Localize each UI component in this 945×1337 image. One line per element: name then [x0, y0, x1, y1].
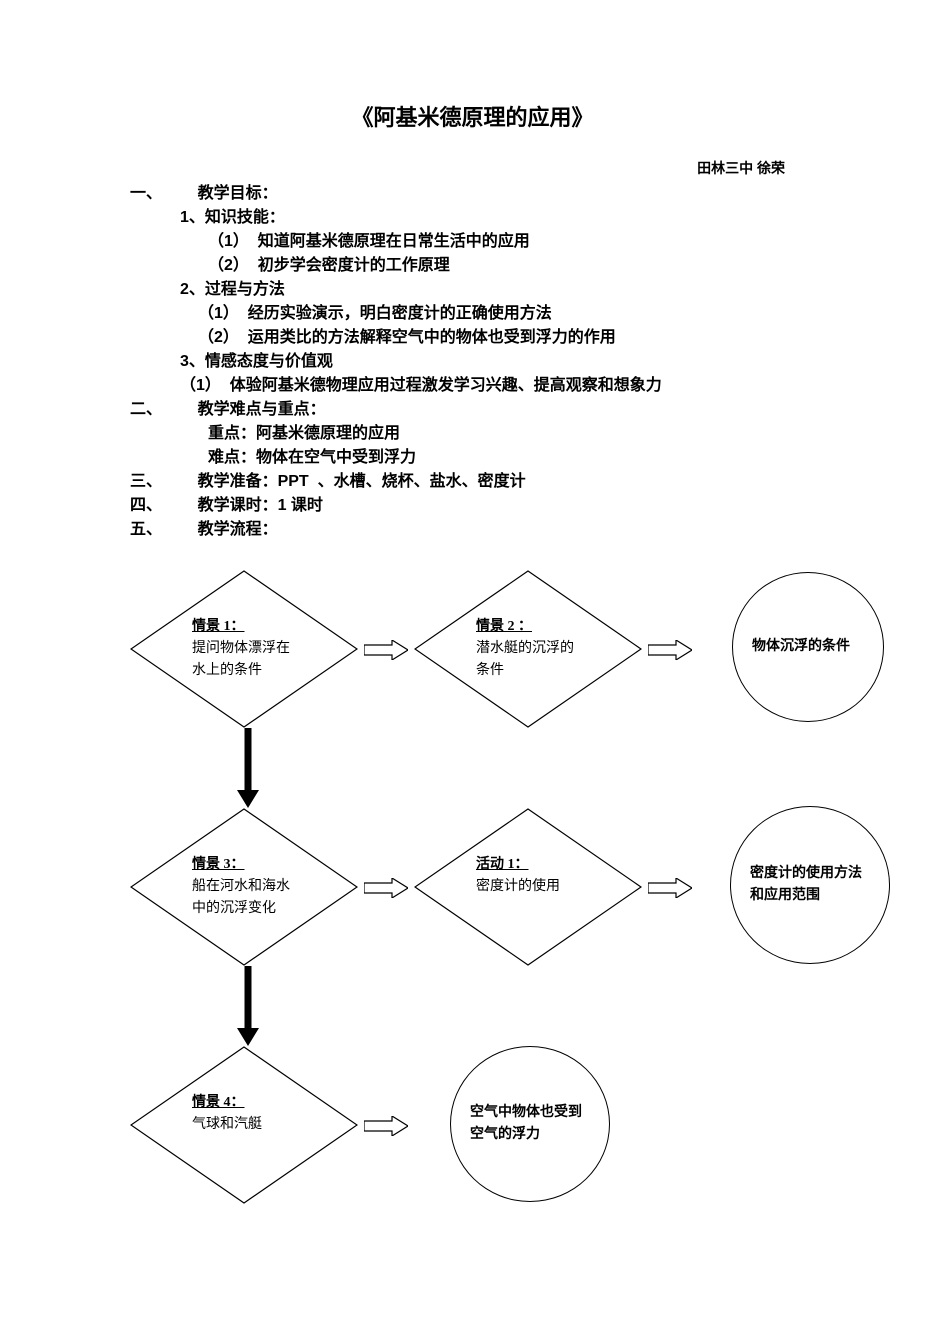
flow-node-c3 — [450, 1046, 610, 1202]
flow-label-d1: 情景 1：提问物体漂浮在水上的条件 — [192, 616, 290, 682]
s2-2: 难点：物体在空气中受到浮力 — [130, 446, 945, 470]
s1-2-2: （2） 运用类比的方法解释空气中的物体也受到浮力的作用 — [130, 326, 945, 350]
s1-1-2: （2） 初步学会密度计的工作原理 — [130, 254, 945, 278]
s1-2: 2、过程与方法 — [130, 278, 945, 302]
s1-3: 3、情感态度与价值观 — [130, 350, 945, 374]
s3-num: 三、 — [130, 473, 162, 490]
s1-num: 一、 — [130, 185, 162, 202]
flow-label-d2: 情景 2 ：潜水艇的沉浮的条件 — [476, 616, 574, 682]
s5-num: 五、 — [130, 521, 162, 538]
flow-arrow-v-1 — [237, 966, 259, 1051]
flow-node-d2 — [414, 570, 642, 728]
s2-title: 教学难点与重点： — [198, 401, 326, 418]
flow-label-c1: 物体沉浮的条件 — [752, 636, 850, 658]
doc-title: 《阿基米德原理的应用》 — [0, 0, 945, 132]
s1-2-1: （1） 经历实验演示，明白密度计的正确使用方法 — [130, 302, 945, 326]
s1-1-1: （1） 知道阿基米德原理在日常生活中的应用 — [130, 230, 945, 254]
flow-arrow-h-1 — [648, 640, 692, 660]
flow-node-c1 — [732, 572, 884, 722]
s1-title: 教学目标： — [198, 185, 278, 202]
flow-node-d5 — [130, 1046, 358, 1204]
flow-node-c2 — [730, 806, 890, 964]
s3-title: 教学准备：PPT 、水槽、烧杯、盐水、密度计 — [198, 473, 526, 490]
flow-arrow-h-4 — [364, 1116, 408, 1136]
flow-label-c2: 密度计的使用方法和应用范围 — [750, 863, 862, 907]
s5-title: 教学流程： — [198, 521, 278, 538]
outline: 一、 教学目标： 1、知识技能： （1） 知道阿基米德原理在日常生活中的应用 （… — [0, 178, 945, 542]
flow-node-d4 — [414, 808, 642, 966]
flow-node-d1 — [130, 570, 358, 728]
flow-label-d5: 情景 4：气球和汽艇 — [192, 1092, 262, 1136]
flow-node-d3 — [130, 808, 358, 966]
flowchart: 情景 1：提问物体漂浮在水上的条件 情景 2 ：潜水艇的沉浮的条件 物体沉浮的条件情… — [0, 570, 945, 1270]
flow-arrow-h-3 — [648, 878, 692, 898]
flow-label-d4: 活动 1：密度计的使用 — [476, 854, 560, 898]
flow-arrow-h-0 — [364, 640, 408, 660]
doc-author: 田林三中 徐荣 — [0, 132, 945, 178]
s1-3-1: （1） 体验阿基米德物理应用过程激发学习兴趣、提高观察和想象力 — [130, 374, 945, 398]
flow-label-c3: 空气中物体也受到空气的浮力 — [470, 1102, 582, 1146]
s2-num: 二、 — [130, 401, 162, 418]
s1-1: 1、知识技能： — [130, 206, 945, 230]
s2-1: 重点：阿基米德原理的应用 — [130, 422, 945, 446]
flow-arrow-h-2 — [364, 878, 408, 898]
flow-arrow-v-0 — [237, 728, 259, 813]
s4-title: 教学课时：1 课时 — [198, 497, 323, 514]
flow-label-d3: 情景 3：船在河水和海水中的沉浮变化 — [192, 854, 290, 920]
s4-num: 四、 — [130, 497, 162, 514]
